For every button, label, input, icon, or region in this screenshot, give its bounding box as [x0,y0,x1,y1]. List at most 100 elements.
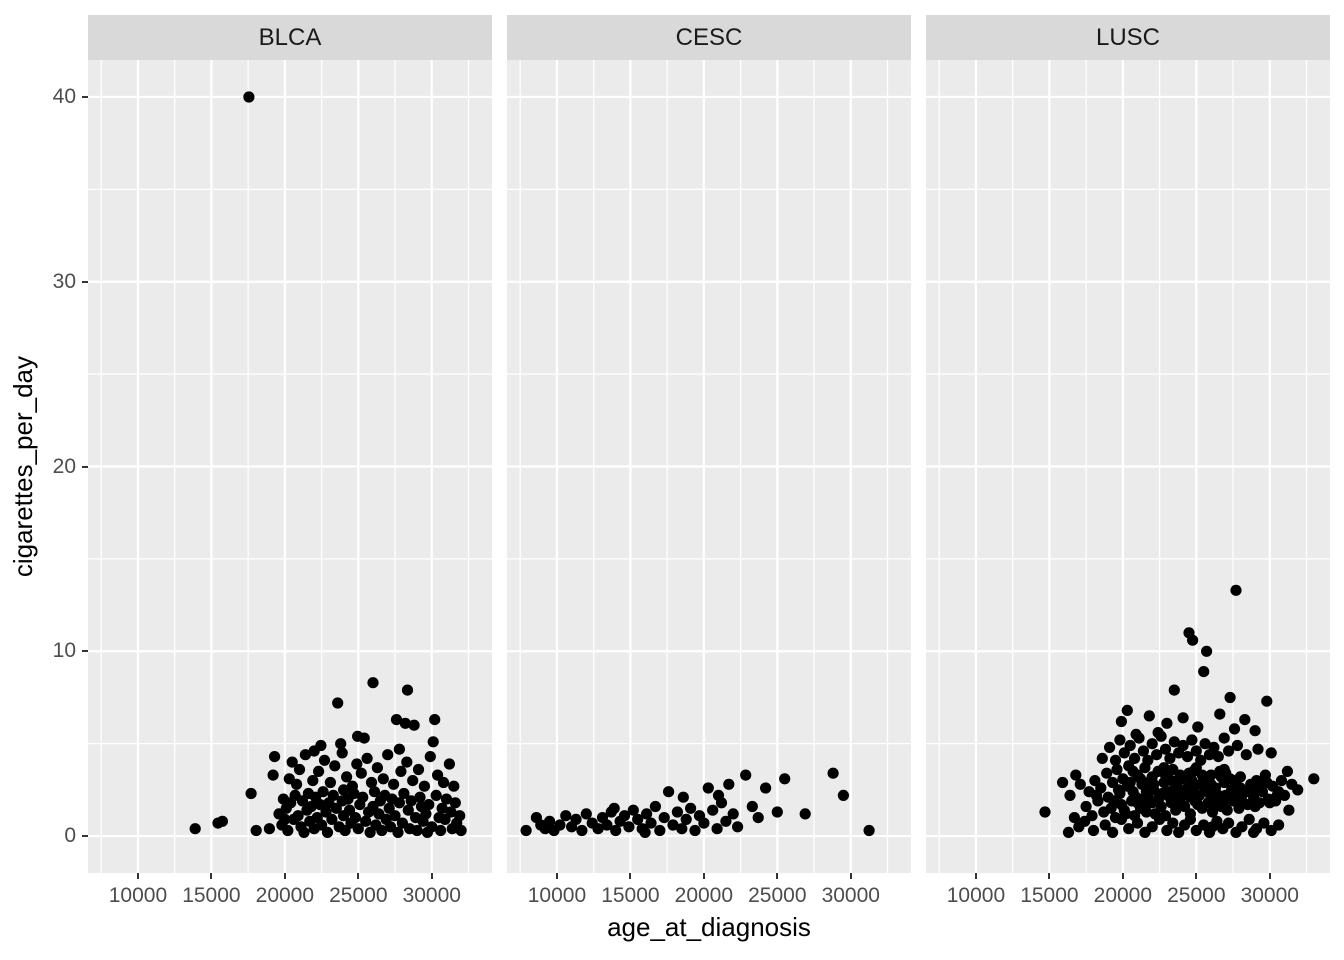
data-point [1090,789,1102,802]
data-point [349,812,361,824]
data-point [1281,765,1293,778]
data-point [329,760,341,772]
points-group [520,767,875,839]
data-point [671,806,683,818]
data-point [658,812,670,824]
data-point [332,697,344,709]
data-point [837,789,849,802]
data-point [427,736,439,748]
data-point [1137,745,1149,757]
x-tick-mark [974,873,977,879]
data-point [1278,789,1291,802]
data-point [1062,826,1075,839]
data-point [1064,789,1076,802]
data-point [570,813,582,826]
x-tick-mark [1268,873,1271,879]
data-point [720,815,732,827]
data-point [318,754,331,766]
data-point [1283,804,1295,816]
x-tick-mark [776,873,779,879]
data-point [455,824,467,837]
data-point [618,810,631,822]
data-point [1131,797,1144,809]
data-point [610,824,622,837]
data-point [1223,745,1235,757]
data-point [639,826,651,839]
data-point [779,773,791,785]
data-point [1079,815,1091,827]
facet-strip-label: CESC [675,23,743,51]
major-gridlines [507,60,911,873]
x-tick-label: 20000 [255,884,315,907]
data-point [279,813,291,826]
data-point [445,806,457,818]
x-tick-mark [702,873,705,879]
data-point [388,778,400,790]
data-point [554,819,566,831]
data-point [371,762,383,774]
data-point [338,784,350,796]
data-point [1108,795,1120,807]
data-point [216,815,228,827]
data-point [307,775,319,787]
data-point [1249,800,1261,813]
data-point [1039,806,1051,818]
y-tick-label: 40 [52,84,76,108]
data-point [641,808,653,820]
data-point [1104,741,1116,754]
data-point [408,719,420,731]
data-point [689,824,701,837]
data-point [1264,797,1276,809]
data-point [1159,743,1172,755]
data-point [418,780,430,792]
data-point [326,813,338,826]
data-point [1218,732,1230,744]
data-point [676,823,688,835]
y-tick-label: 0 [64,824,76,848]
data-point [1273,819,1285,831]
data-point [1164,752,1176,765]
data-point [1192,721,1204,733]
data-point [1146,738,1158,750]
data-point [424,751,436,763]
facet-strip-label: LUSC [1095,23,1161,51]
data-point [1187,765,1199,778]
x-tick-mark [430,873,433,879]
data-point [1131,817,1144,829]
data-point [1275,775,1288,787]
data-point [711,823,723,835]
x-tick-mark [283,873,286,879]
data-point [429,714,441,726]
data-point [746,800,758,813]
data-point [1148,778,1160,790]
y-tick-mark [82,280,88,283]
data-point [1243,813,1255,826]
x-tick-mark [849,873,852,879]
data-point [407,775,419,787]
data-point [382,749,394,761]
x-tick-label: 15000 [182,884,241,907]
data-point [712,789,725,802]
data-point [365,776,378,789]
x-tick-mark [357,873,360,879]
data-point [1114,734,1126,746]
data-point [1230,584,1242,596]
data-point [1161,717,1173,729]
x-tick-label: 15000 [601,884,660,907]
y-tick-label: 20 [52,454,76,478]
x-tick-label: 25000 [329,884,388,907]
data-point [368,786,381,798]
facet-panel-cesc [507,60,911,873]
data-point [740,769,752,781]
data-point [1190,745,1202,757]
data-point [1140,786,1152,798]
data-point [436,802,448,814]
data-point [1057,776,1069,789]
data-point [308,745,320,757]
data-point [1170,789,1182,802]
data-point [351,758,363,770]
data-point [189,823,201,835]
data-point [292,810,304,822]
data-point [1112,784,1125,796]
data-point [1236,821,1248,833]
